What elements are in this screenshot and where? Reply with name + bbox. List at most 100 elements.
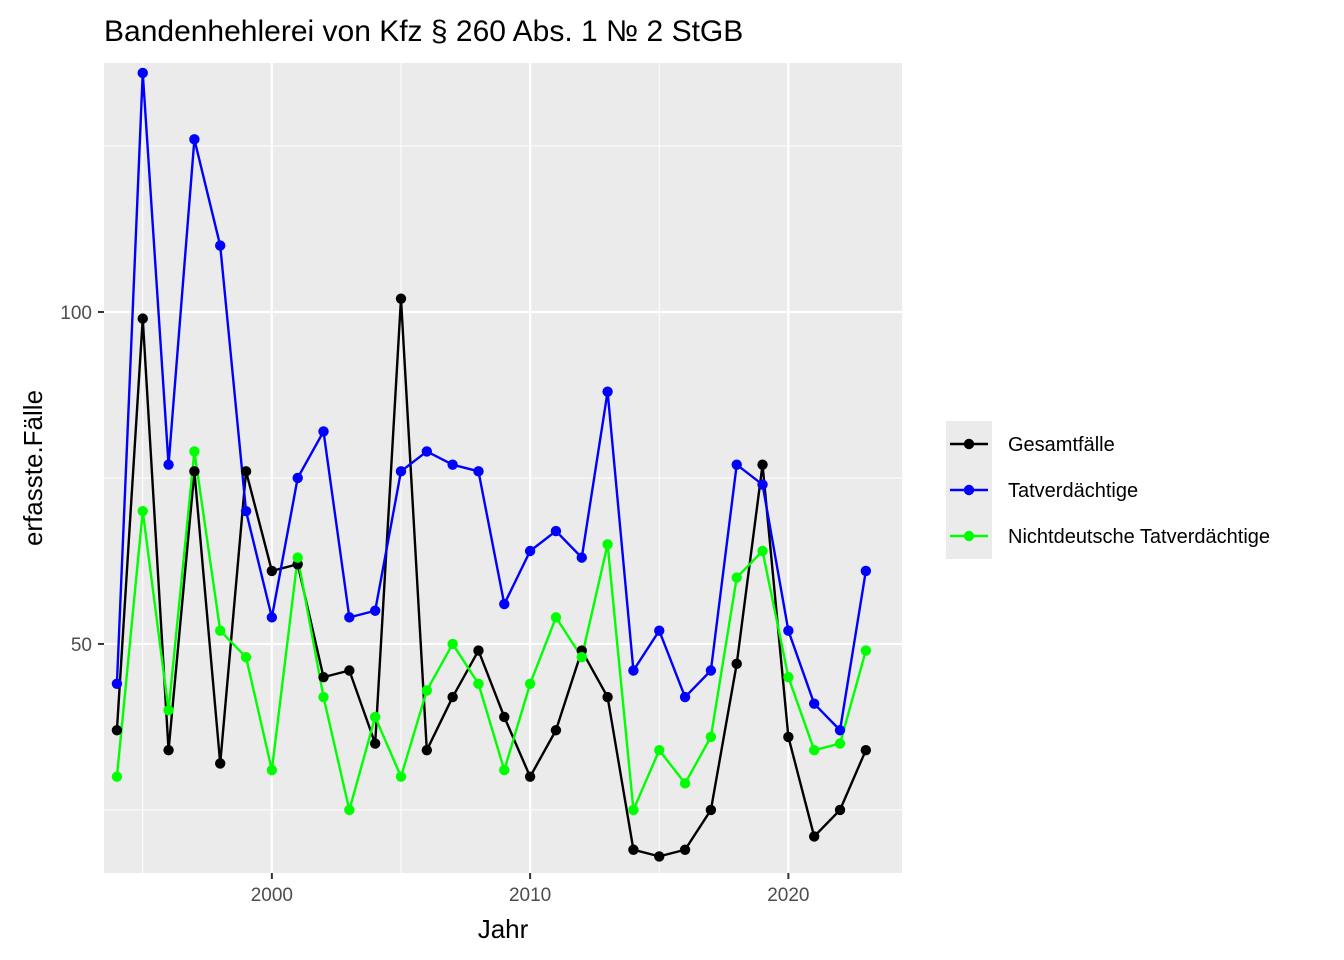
data-point — [369, 711, 381, 723]
data-point — [473, 678, 484, 689]
data-point — [215, 625, 226, 636]
legend-key-point — [963, 438, 975, 450]
data-point — [834, 804, 846, 816]
data-point — [808, 698, 820, 709]
data-point — [628, 804, 639, 816]
data-point — [395, 466, 407, 477]
data-point — [757, 545, 768, 557]
data-point — [499, 764, 510, 776]
data-point — [163, 459, 174, 470]
data-point — [318, 671, 329, 683]
data-point — [550, 725, 562, 736]
data-point — [318, 691, 329, 703]
x-tick-label: 2010 — [509, 885, 551, 906]
data-point — [189, 446, 200, 457]
data-point — [654, 851, 665, 862]
data-point — [808, 744, 820, 756]
y-axis-title: erfasste.Fälle — [18, 390, 48, 546]
data-point — [602, 386, 613, 397]
data-point — [628, 665, 639, 676]
data-point — [369, 738, 381, 749]
data-point — [318, 426, 329, 437]
data-point — [783, 731, 794, 743]
data-point — [447, 459, 458, 470]
data-point — [421, 446, 433, 457]
axes: 2000 2010 2020 50 100 — [60, 303, 809, 906]
data-point — [215, 240, 226, 251]
data-point — [808, 831, 820, 842]
data-point — [602, 539, 613, 550]
data-point — [447, 691, 458, 703]
data-point — [524, 678, 536, 689]
plot-panel — [104, 63, 902, 873]
data-point — [292, 552, 303, 563]
chart-title: Bandenhehlerei von Kfz § 260 Abs. 1 № 2 … — [104, 15, 743, 48]
data-point — [421, 685, 433, 696]
data-point — [266, 565, 278, 577]
data-point — [163, 705, 174, 716]
data-point — [189, 466, 200, 477]
x-axis-title: Jahr — [478, 914, 529, 944]
data-point — [576, 652, 587, 663]
series-line — [115, 450, 867, 812]
data-point — [834, 738, 846, 749]
series-group — [111, 67, 872, 862]
data-point — [163, 744, 174, 756]
data-point — [679, 778, 691, 789]
data-point — [783, 671, 794, 683]
x-tick-label: 2020 — [767, 885, 809, 906]
data-point — [240, 505, 252, 517]
data-point — [137, 313, 148, 324]
series-line — [115, 297, 867, 858]
data-point — [292, 472, 303, 484]
data-point — [266, 764, 278, 776]
data-point — [137, 505, 148, 517]
x-tick-label: 2000 — [251, 885, 293, 906]
data-point — [395, 771, 407, 782]
data-point — [550, 612, 562, 623]
data-point — [705, 804, 717, 816]
legend-key-point — [963, 484, 975, 496]
data-point — [344, 665, 355, 676]
y-tick-label: 100 — [60, 303, 92, 324]
data-point — [215, 758, 226, 769]
legend-label: Tatverdächtige — [1008, 480, 1138, 502]
data-point — [344, 612, 355, 623]
data-point — [473, 466, 484, 477]
data-point — [189, 134, 200, 145]
data-point — [499, 598, 510, 610]
data-point — [266, 612, 278, 623]
data-point — [757, 459, 768, 470]
data-point — [111, 771, 123, 782]
data-point — [137, 67, 148, 79]
data-point — [731, 459, 742, 470]
legend-label: Nichtdeutsche Tatverdächtige — [1008, 526, 1270, 548]
y-tick-label: 50 — [71, 635, 92, 656]
data-point — [576, 552, 587, 563]
legend-key-point — [963, 530, 975, 542]
data-point — [447, 638, 458, 650]
data-point — [395, 293, 407, 304]
data-point — [654, 625, 665, 636]
data-point — [344, 804, 355, 816]
legend-label: Gesamtfälle — [1008, 434, 1115, 456]
data-point — [834, 725, 846, 736]
data-point — [757, 479, 768, 490]
data-point — [524, 545, 536, 557]
data-point — [679, 844, 691, 855]
data-point — [111, 678, 123, 689]
data-point — [369, 605, 381, 616]
data-point — [499, 711, 510, 723]
data-point — [705, 731, 717, 743]
data-point — [550, 525, 562, 537]
data-point — [240, 466, 252, 477]
series-line — [115, 71, 868, 732]
data-point — [860, 565, 872, 577]
data-point — [524, 771, 536, 782]
data-point — [421, 744, 433, 756]
data-point — [240, 652, 252, 663]
legend: Gesamtfälle Tatverdächtige Nichtdeutsche T… — [946, 421, 1270, 559]
data-point — [679, 691, 691, 703]
data-point — [731, 658, 742, 670]
